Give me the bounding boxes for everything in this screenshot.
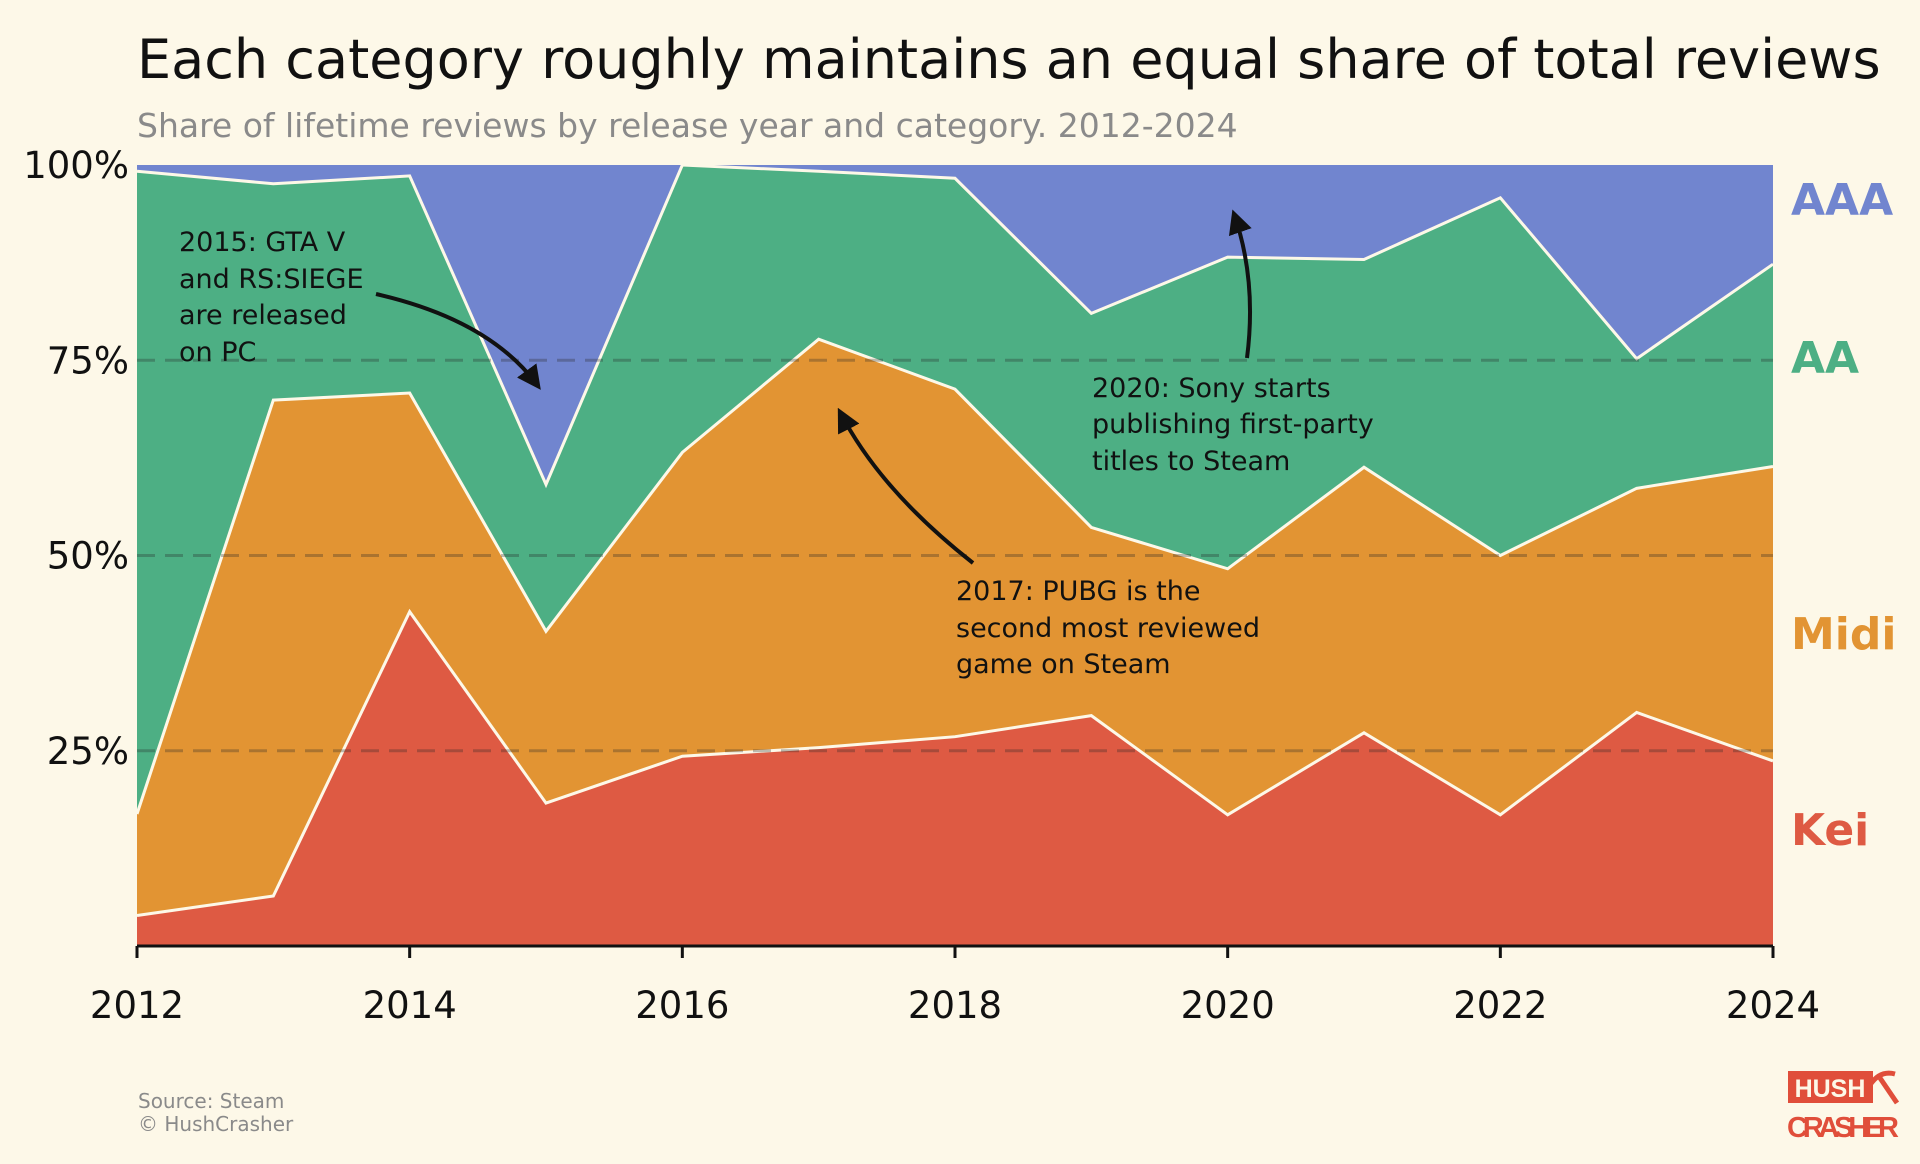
series-label-aaa: AAA — [1791, 175, 1893, 226]
annotation-line: titles to Steam — [1092, 446, 1290, 477]
annotation-arrow — [375, 292, 541, 390]
annotation-line: 2020: Sony starts — [1092, 373, 1331, 404]
y-tick-labels: 100% 75% 50% 25% — [23, 144, 129, 773]
series-label-kei: Kei — [1791, 805, 1869, 856]
annotation-line: are released — [179, 300, 347, 331]
y-tick-label: 75% — [47, 339, 129, 382]
annotation-2020: 2020: Sony starts publishing first-party… — [1092, 209, 1374, 477]
source-text: Source: Steam — [138, 1089, 284, 1113]
x-tick-label: 2018 — [908, 984, 1002, 1027]
x-tick-label: 2016 — [635, 984, 729, 1027]
annotation-line: second most reviewed — [956, 613, 1260, 644]
chart-title: Each category roughly maintains an equal… — [137, 28, 1881, 91]
x-tick-labels: 2012 2014 2016 2018 2020 2022 2024 — [90, 984, 1820, 1027]
annotation-line: publishing first-party — [1092, 409, 1374, 440]
copyright-text: © HushCrasher — [138, 1112, 294, 1136]
annotation-line: game on Steam — [956, 649, 1171, 680]
x-tick-label: 2022 — [1453, 984, 1547, 1027]
gridlines — [137, 358, 1773, 753]
x-tick-label: 2020 — [1181, 984, 1275, 1027]
area-midi — [137, 339, 1773, 916]
chart-subtitle: Share of lifetime reviews by release yea… — [137, 106, 1238, 145]
x-tick-label: 2014 — [363, 984, 457, 1027]
boundary-line-aa — [136, 163, 1774, 489]
annotation-line: 2015: GTA V — [179, 227, 346, 258]
series-label-midi: Midi — [1791, 609, 1896, 660]
areas — [135, 163, 1774, 946]
svg-text:HUSH: HUSH — [1795, 1075, 1866, 1103]
y-tick-label: 25% — [47, 730, 129, 773]
annotation-arrow — [837, 407, 975, 565]
hushcrasher-logo: HUSH CRASHER — [1787, 1070, 1900, 1144]
pickaxe-icon — [1867, 1070, 1900, 1105]
svg-text:CRASHER: CRASHER — [1787, 1112, 1899, 1144]
boundary-line-kei — [136, 608, 1774, 918]
axes — [135, 944, 1775, 958]
annotation-2017: 2017: PUBG is the second most reviewed g… — [837, 407, 1260, 680]
area-kei — [137, 611, 1773, 946]
annotation-2015: 2015: GTA V and RS:SIEGE are released on… — [179, 227, 541, 390]
x-tick-label: 2024 — [1726, 984, 1820, 1027]
area-aaa — [137, 165, 1773, 485]
area-aa — [137, 165, 1773, 815]
series-label-aa: AA — [1791, 333, 1859, 384]
annotation-line: on PC — [179, 337, 256, 368]
boundary-line-midi — [135, 337, 1774, 815]
annotation-arrow — [1228, 209, 1253, 359]
x-tick-label: 2012 — [90, 984, 184, 1027]
annotation-line: and RS:SIEGE — [179, 264, 364, 295]
y-tick-label: 50% — [47, 535, 129, 578]
y-tick-label: 100% — [23, 144, 129, 187]
annotation-line: 2017: PUBG is the — [956, 576, 1200, 607]
